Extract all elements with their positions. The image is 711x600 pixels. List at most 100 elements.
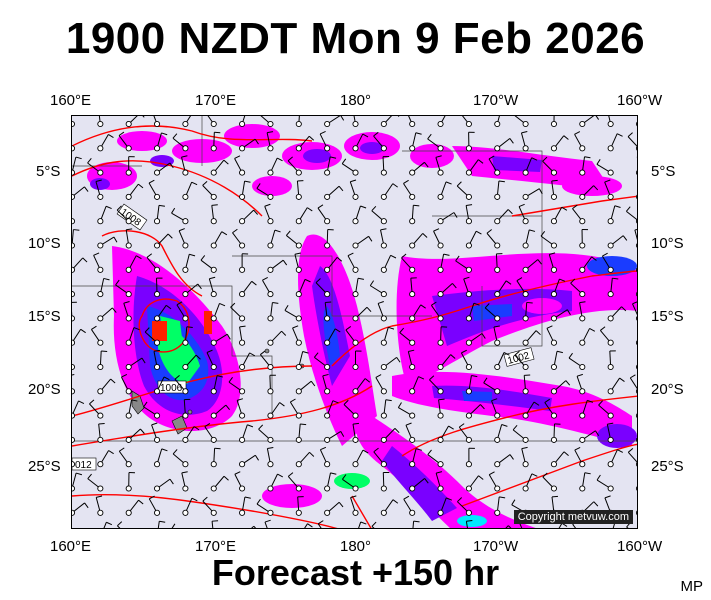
wind-barb-station bbox=[352, 509, 359, 516]
wind-barb-feather bbox=[347, 252, 354, 257]
wind-barb-station bbox=[239, 363, 246, 371]
wind-barb-station bbox=[154, 363, 161, 371]
wind-barb-station bbox=[635, 243, 637, 248]
wind-barb-station bbox=[550, 145, 558, 152]
wind-barb-station bbox=[72, 242, 76, 249]
wind-barb-feather bbox=[172, 133, 178, 139]
wind-barb-feather bbox=[401, 253, 407, 259]
wind-barb-shaft bbox=[304, 523, 308, 528]
wind-barb-feather bbox=[360, 521, 367, 525]
wind-barb-station bbox=[97, 339, 104, 346]
wind-barb-feather bbox=[319, 130, 326, 135]
wind-barb-station bbox=[380, 436, 387, 443]
wind-barb-station bbox=[154, 242, 161, 249]
wind-barb-station bbox=[267, 218, 274, 225]
wind-barb-station bbox=[607, 242, 614, 249]
wind-barb-station bbox=[97, 412, 104, 419]
wind-barb-station bbox=[635, 510, 637, 516]
wind-barb-station bbox=[522, 412, 529, 419]
wind-barb-feather bbox=[408, 349, 415, 352]
wind-barb-feather bbox=[234, 155, 241, 159]
wind-barb-station bbox=[125, 291, 132, 298]
wind-barb-feather bbox=[338, 501, 344, 508]
wind-barb-feather bbox=[481, 333, 486, 339]
wind-barb-station bbox=[182, 169, 189, 176]
wind-barb-station bbox=[125, 169, 132, 176]
wind-barb-station bbox=[352, 266, 359, 273]
wind-barb-station bbox=[494, 485, 501, 492]
wind-barb-station bbox=[579, 169, 586, 176]
wind-barb-station bbox=[267, 461, 274, 468]
pressure-label-1006: 1006 bbox=[160, 383, 183, 394]
wind-barb-feather bbox=[330, 472, 337, 475]
wind-barb-station bbox=[154, 412, 161, 419]
wind-barb-station bbox=[409, 218, 416, 225]
wind-barb-feather bbox=[172, 449, 178, 455]
wind-barb-feather bbox=[112, 307, 117, 313]
wind-barb-station bbox=[267, 169, 274, 176]
wind-barb-station bbox=[579, 120, 586, 128]
wind-barb-feather bbox=[341, 158, 347, 164]
wind-barb-feather bbox=[138, 183, 144, 189]
wind-barb-feather bbox=[345, 326, 352, 331]
wind-barb-feather bbox=[549, 252, 556, 255]
wind-barb-station bbox=[607, 436, 614, 443]
wind-barb-feather bbox=[584, 472, 591, 475]
wind-barb-feather bbox=[191, 497, 198, 502]
wind-barb-shaft bbox=[157, 521, 160, 528]
wind-barb-station bbox=[380, 218, 387, 225]
wind-barb-feather bbox=[292, 325, 299, 329]
lon-label-top-180: 180° bbox=[340, 92, 372, 109]
wind-barb-feather bbox=[619, 377, 625, 382]
wind-barb-feather bbox=[413, 204, 420, 207]
wind-barb-feather bbox=[106, 521, 113, 526]
wind-barb-feather bbox=[80, 328, 86, 334]
wind-barb-station bbox=[437, 339, 444, 346]
wind-barb-feather bbox=[294, 252, 301, 255]
wind-barb-feather bbox=[116, 205, 122, 211]
wind-barb-feather bbox=[149, 495, 155, 500]
wind-barb-feather bbox=[282, 259, 288, 266]
wind-barb-station bbox=[267, 412, 274, 419]
wind-barb-station bbox=[380, 120, 387, 128]
wind-barb-feather bbox=[225, 404, 231, 411]
wind-barb-feather bbox=[593, 185, 599, 191]
wind-barb-feather bbox=[368, 236, 373, 242]
wind-barb-feather bbox=[394, 428, 400, 434]
wind-barbs bbox=[72, 116, 637, 528]
wind-barb-feather bbox=[544, 398, 551, 403]
wind-barb-station bbox=[579, 363, 586, 371]
wind-barb-feather bbox=[488, 155, 495, 160]
wind-barb-station bbox=[635, 218, 637, 224]
wind-barb-station bbox=[295, 193, 302, 200]
wind-barb-station bbox=[97, 363, 104, 371]
wind-barb-feather bbox=[514, 350, 520, 356]
wind-barb-feather bbox=[612, 277, 619, 280]
wind-barb-feather bbox=[221, 231, 228, 236]
wind-barb-station bbox=[97, 485, 104, 492]
wind-barb-feather bbox=[121, 374, 128, 378]
wind-barb-station bbox=[125, 242, 132, 249]
wind-barb-feather bbox=[138, 499, 144, 505]
wind-barb-station bbox=[125, 461, 132, 468]
wind-barb-shaft bbox=[558, 522, 563, 528]
wind-barb-feather bbox=[195, 354, 201, 360]
wind-barb-feather bbox=[424, 478, 429, 484]
wind-barb-station bbox=[437, 363, 444, 371]
wind-barb-station bbox=[352, 242, 359, 249]
wind-barb-feather bbox=[87, 473, 92, 479]
wind-barb-feather bbox=[308, 135, 315, 141]
wind-barb-station bbox=[324, 291, 331, 298]
wind-barb-station bbox=[72, 315, 76, 322]
wind-barb-station bbox=[295, 169, 302, 176]
wind-barb-station bbox=[380, 509, 387, 516]
wind-barb-station bbox=[210, 266, 217, 273]
wind-barb-station bbox=[125, 363, 132, 371]
wind-barb-station bbox=[465, 169, 472, 176]
wind-barb-feather bbox=[542, 472, 548, 478]
wind-barb-station bbox=[522, 291, 529, 298]
wind-barb-station bbox=[72, 266, 76, 273]
wind-barb-feather bbox=[392, 183, 398, 188]
wind-barb-feather bbox=[91, 325, 97, 330]
wind-barb-feather bbox=[461, 349, 467, 354]
